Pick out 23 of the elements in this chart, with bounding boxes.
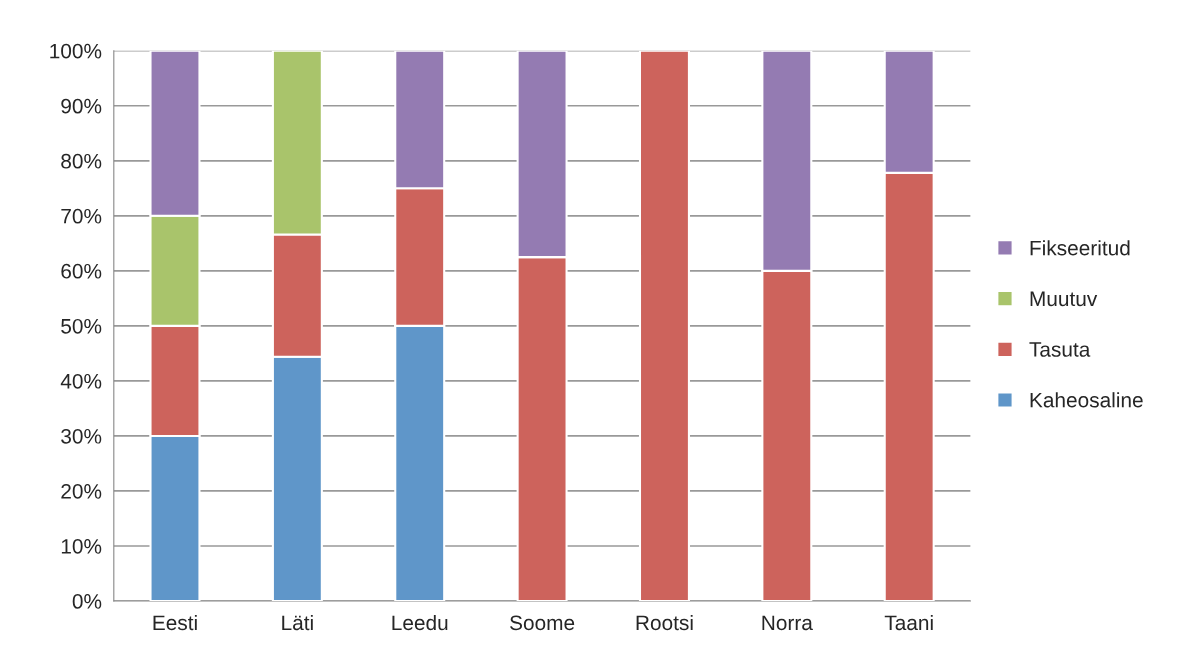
x-tick-label: Taani — [884, 614, 933, 631]
y-tick-label: 90% — [61, 98, 102, 114]
y-tick-label: 20% — [61, 483, 102, 499]
bar — [638, 50, 690, 602]
y-tick-label: 30% — [61, 428, 102, 444]
y-tick-label: 60% — [61, 263, 102, 279]
legend-label: Kaheosaline — [1030, 392, 1143, 408]
x-tick-label: Eesti — [153, 614, 197, 631]
y-tick-label: 70% — [61, 208, 102, 224]
y-tick-label: 100% — [50, 43, 102, 59]
y-tick-label: 40% — [60, 373, 102, 389]
y-tick-label: 50% — [61, 318, 102, 334]
y-tick-label: 80% — [61, 153, 102, 169]
x-tick-label: Soome — [510, 615, 575, 631]
legend-label: Muutuv — [1030, 291, 1098, 307]
y-tick-label: 10% — [61, 538, 102, 554]
x-tick-label: Leedu — [392, 614, 448, 631]
x-tick-label: Läti — [282, 614, 313, 631]
x-tick-label: Norra — [762, 615, 813, 631]
legend-label: Tasuta — [1029, 342, 1091, 357]
legend-label: Fikseeritud — [1030, 240, 1130, 256]
x-tick-label: Rootsi — [636, 614, 693, 631]
y-tick-label: 0% — [72, 594, 102, 609]
